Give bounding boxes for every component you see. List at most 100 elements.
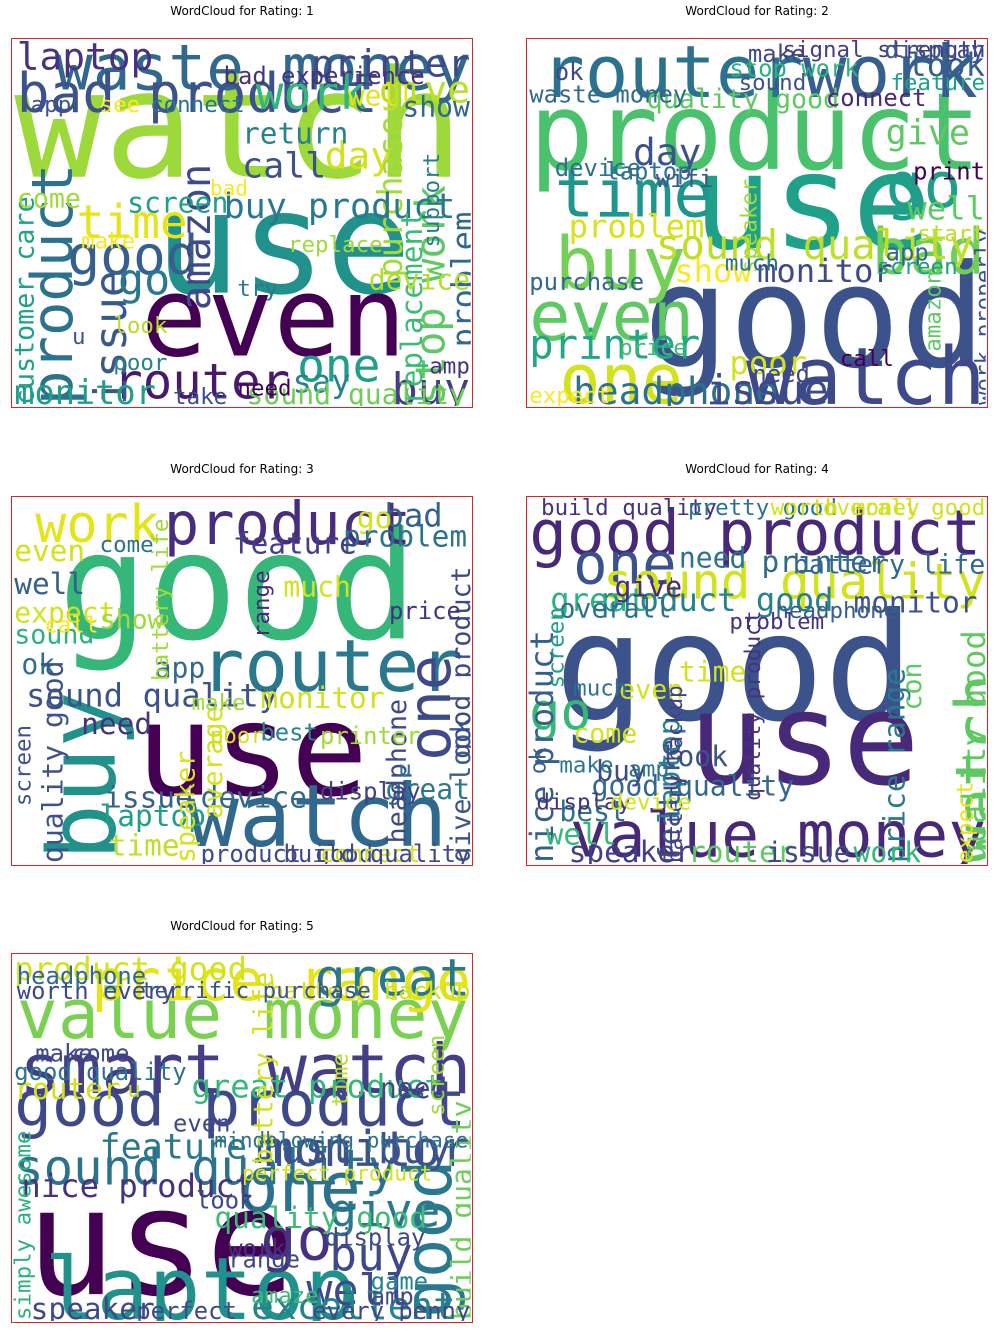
- cloud-word: stop work: [729, 54, 858, 82]
- cloud-word: start: [917, 221, 985, 247]
- cloud-word: amp: [628, 756, 669, 782]
- cloud-word: speaker: [31, 1292, 155, 1323]
- cloud-word: terrific purchase: [141, 978, 371, 1004]
- cloud-word: laptop: [44, 1240, 357, 1323]
- cloud-word: ok: [526, 747, 551, 775]
- cloud-word: feature: [233, 527, 357, 561]
- cloud-word: product: [164, 496, 411, 558]
- cloud-word: overall good: [823, 496, 985, 521]
- cloud-word: use: [688, 666, 920, 815]
- cloud-word: every penny: [312, 1297, 470, 1323]
- cloud-word: monitor: [260, 681, 384, 715]
- cloud-word: speaker: [569, 835, 693, 866]
- cloud-word: go: [529, 683, 591, 743]
- cloud-word: use: [26, 1157, 295, 1323]
- cloud-word: go: [260, 1205, 332, 1275]
- cloud-word: good: [391, 1160, 467, 1318]
- cloud-word: time: [327, 1053, 353, 1107]
- cloud-word: sound quality: [247, 378, 466, 408]
- cloud-word: product: [19, 164, 86, 405]
- cloud-word: product good: [601, 581, 834, 619]
- cloud-word: headphone: [573, 369, 778, 408]
- cloud-word: quality good: [214, 1201, 427, 1235]
- cloud-word: price range: [878, 668, 912, 863]
- cloud-word: good quality: [14, 1058, 186, 1086]
- cloud-word: problem: [569, 208, 705, 246]
- cloud-word: call: [840, 346, 894, 372]
- cloud-word: amaze: [251, 1283, 319, 1309]
- cloud-word: one: [237, 1148, 361, 1228]
- cloud-word: worth every: [17, 977, 175, 1005]
- cloud-word: customer care: [11, 196, 41, 405]
- cloud-word: expect: [953, 782, 979, 863]
- cloud-word: good: [643, 234, 985, 400]
- cloud-word: build quality: [284, 840, 471, 866]
- cloud-word: come: [72, 1039, 129, 1067]
- cloud-word: look: [661, 740, 729, 773]
- cloud-word: connect: [320, 840, 421, 866]
- cloud-word: great product: [191, 1068, 443, 1106]
- cloud-word: headphone: [382, 699, 413, 843]
- cloud-word: device: [610, 789, 691, 815]
- cloud-word: battery backup: [269, 977, 470, 1005]
- cloud-word: look: [446, 718, 473, 782]
- cloud-word: u: [398, 756, 412, 782]
- cloud-word: purchase: [529, 268, 644, 296]
- cloud-word: issue: [706, 366, 828, 408]
- cloud-word: expect: [14, 597, 115, 630]
- cloud-word: router: [688, 835, 794, 866]
- cloud-word: display: [325, 1223, 426, 1251]
- cloud-word: go: [886, 149, 962, 222]
- cloud-word: stop work: [406, 185, 454, 405]
- cloud-word: printer: [311, 42, 470, 86]
- cloud-word: screen: [127, 186, 228, 219]
- cloud-word: problem: [729, 609, 824, 635]
- cloud-word: u: [127, 1077, 141, 1103]
- cloud-word: use: [155, 161, 412, 327]
- cloud-word: time: [679, 655, 747, 688]
- cloud-word: best: [559, 795, 627, 828]
- cloud-word: expect: [529, 383, 610, 408]
- wordcloud-panel: WordCloud for Rating: 1 watch use even waste…: [11, 4, 473, 408]
- cloud-word: screen: [876, 254, 957, 280]
- cloud-word: make: [559, 753, 613, 779]
- cloud-word: monitor: [264, 1121, 470, 1178]
- cloud-word: laptop: [100, 799, 206, 833]
- cloud-word: show: [402, 91, 470, 124]
- cloud-word: great: [315, 953, 471, 1008]
- cloud-word: well: [14, 567, 85, 601]
- cloud-word: sound quality: [603, 554, 986, 611]
- chart-title: WordCloud for Rating: 4: [685, 462, 829, 476]
- cloud-word: waste money: [55, 38, 471, 104]
- cloud-word: router: [541, 38, 803, 115]
- cloud-word: even: [14, 534, 85, 568]
- cloud-word: bad product: [17, 61, 378, 125]
- cloud-word: much: [283, 571, 351, 604]
- cloud-word: watch: [942, 674, 988, 863]
- wordcloud-panel: WordCloud for Rating: 2 product good use rou…: [526, 4, 988, 408]
- cloud-word: buy: [555, 222, 686, 306]
- cloud-word: sound quality: [14, 1140, 397, 1197]
- cloud-word: quality good: [647, 84, 839, 115]
- cloud-word: give: [379, 67, 470, 111]
- cloud-word: best: [260, 719, 317, 747]
- cloud-word: con: [897, 662, 928, 710]
- cloud-word: laptop: [652, 717, 686, 823]
- cloud-word: poor: [113, 350, 167, 376]
- cloud-word: feature: [890, 70, 985, 96]
- cloud-word: laptop: [605, 158, 691, 186]
- cloud-word: amp: [371, 1282, 414, 1310]
- cloud-word: device: [201, 781, 307, 815]
- cloud-word: speaker: [737, 179, 763, 274]
- cloud-word: quality good: [955, 630, 988, 863]
- cloud-word: good product: [446, 566, 473, 758]
- cloud-word: call: [242, 146, 326, 186]
- cloud-word: amp: [429, 353, 470, 379]
- cloud-word: screen: [11, 725, 36, 806]
- cloud-word: work: [803, 38, 978, 115]
- cloud-word: make: [35, 1039, 92, 1067]
- cloud-word: bad: [384, 496, 442, 534]
